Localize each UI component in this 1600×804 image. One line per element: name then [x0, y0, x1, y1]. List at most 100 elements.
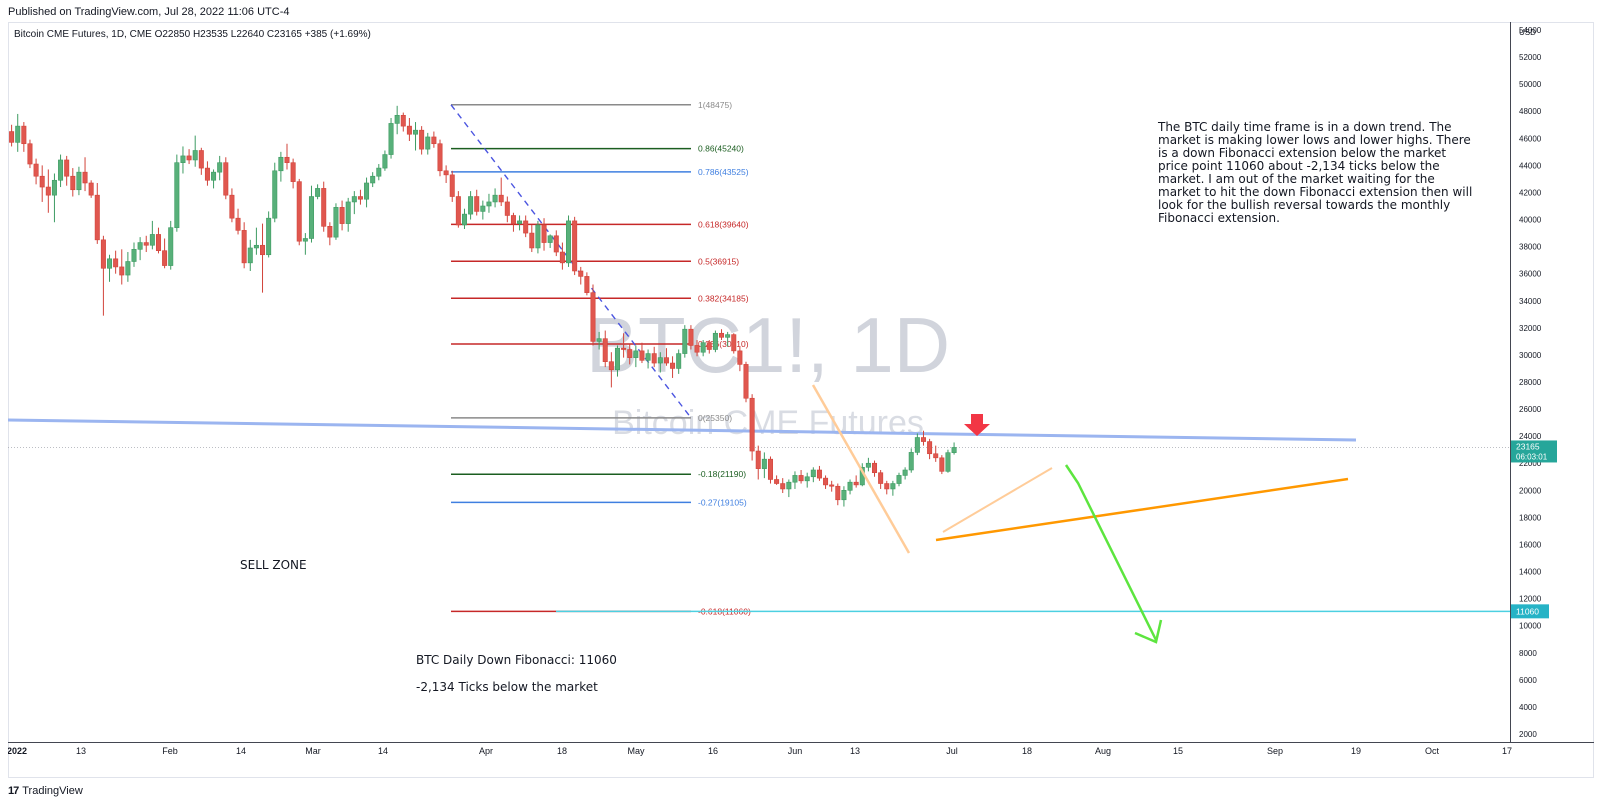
x-axis-tick-0: 2022: [8, 746, 27, 756]
projection-arrow-line: [1064, 464, 1158, 641]
x-axis-tick-11: 13: [850, 746, 860, 756]
candle-body-78: [486, 201, 492, 207]
candle-body-15: [100, 239, 106, 269]
x-axis-tick-15: 15: [1173, 746, 1183, 756]
candle-body-92: [572, 220, 578, 272]
candle-body-95: [590, 292, 596, 342]
candle-body-90: [559, 251, 565, 264]
candle-body-110: [682, 328, 688, 354]
candle-body-41: [260, 244, 266, 256]
x-axis-tick-10: Jun: [788, 746, 803, 756]
candle-body-133: [823, 477, 829, 486]
candle-body-84: [523, 220, 529, 234]
candle-body-70: [437, 143, 443, 172]
candle-body-10: [70, 175, 76, 191]
candle-body-13: [88, 182, 94, 196]
candle-body-143: [884, 483, 890, 490]
fib-label-0.86: 0.86(45240): [698, 144, 744, 154]
tradingview-brand: TradingView: [22, 785, 83, 797]
candle-body-79: [492, 194, 498, 203]
fib-label-0: 0(25350): [698, 413, 732, 423]
y-axis-tick-24000: 24000: [1519, 432, 1542, 441]
candle-body-47: [296, 181, 302, 242]
candle-body-32: [204, 167, 210, 181]
analysis-note: The BTC daily time frame is in a down tr…: [1158, 120, 1473, 225]
y-axis-tick-36000: 36000: [1519, 270, 1542, 279]
candle-body-0: [9, 131, 15, 143]
candle-body-3: [27, 143, 33, 165]
candle-body-118: [731, 334, 737, 352]
candle-body-24: [155, 234, 161, 251]
candle-body-103: [639, 350, 645, 361]
candle-body-131: [810, 469, 816, 478]
y-axis-tick-40000: 40000: [1519, 216, 1542, 225]
y-axis-tick-20000: 20000: [1519, 486, 1542, 495]
candlestick-chart[interactable]: BTC1!, 1D Bitcoin CME Futures USD 2000 4000 6…: [8, 22, 1594, 778]
candle-body-59: [370, 175, 376, 184]
candle-body-62: [388, 123, 394, 155]
candle-body-88: [547, 235, 553, 243]
fib-label-0.618: 0.618(39640): [698, 219, 749, 229]
candle-body-64: [400, 114, 406, 127]
candle-body-105: [651, 353, 657, 364]
y-axis-unit: USD: [1519, 28, 1536, 37]
candle-body-111: [688, 328, 694, 346]
candle-body-152: [939, 457, 945, 472]
y-axis-tick-50000: 50000: [1519, 80, 1542, 89]
candle-body-153: [945, 452, 951, 472]
candle-body-6: [45, 186, 51, 196]
y-axis-tick-2000: 2000: [1519, 730, 1537, 739]
fib-label-0.382: 0.382(34185): [698, 293, 749, 303]
y-axis-tick-6000: 6000: [1519, 676, 1537, 685]
target-price-label: 11060: [1516, 606, 1539, 616]
y-axis-tick-28000: 28000: [1519, 378, 1542, 387]
candle-body-132: [816, 469, 822, 479]
x-axis-tick-5: 14: [378, 746, 388, 756]
candle-body-20: [131, 249, 137, 262]
candle-body-17: [113, 258, 119, 268]
candle-body-1: [15, 125, 21, 143]
y-axis-tick-18000: 18000: [1519, 513, 1542, 522]
chart-border: [8, 22, 1594, 778]
y-axis-tick-32000: 32000: [1519, 324, 1542, 333]
x-axis-tick-9: 16: [708, 746, 718, 756]
watermark-symbol: BTC1!, 1D: [586, 301, 950, 389]
tradingview-footer[interactable]: 17 TradingView: [8, 785, 83, 797]
y-axis-tick-52000: 52000: [1519, 53, 1542, 62]
candle-body-58: [364, 182, 370, 200]
candle-body-80: [498, 194, 504, 203]
candle-body-86: [535, 224, 541, 249]
target-price-tag: [1511, 604, 1549, 619]
resistance-trendline: [8, 418, 1357, 442]
candle-body-8: [58, 159, 64, 181]
candle-body-106: [657, 357, 663, 364]
candle-body-34: [217, 162, 223, 173]
chart-area[interactable]: BTC1!, 1D Bitcoin CME Futures USD 2000 4000 6…: [8, 22, 1594, 778]
x-axis-tick-8: May: [627, 746, 645, 756]
candle-body-83: [517, 220, 523, 224]
y-axis-tick-46000: 46000: [1519, 134, 1542, 143]
candle-body-55: [345, 201, 351, 224]
candle-body-104: [645, 353, 651, 361]
y-axis-tick-48000: 48000: [1519, 107, 1542, 116]
candle-body-115: [712, 332, 718, 350]
candle-body-39: [247, 247, 253, 264]
candle-body-102: [633, 350, 639, 358]
candle-body-93: [578, 270, 584, 277]
fib-target-subtitle: -2,134 Ticks below the market: [416, 680, 598, 694]
fib-label--0.18: -0.18(21190): [698, 469, 746, 479]
candle-body-107: [663, 357, 669, 364]
y-axis-tick-10000: 10000: [1519, 622, 1542, 631]
candle-body-5: [39, 175, 45, 188]
candle-body-9: [64, 159, 70, 177]
candle-body-22: [143, 242, 149, 246]
y-axis-tick-22000: 22000: [1519, 459, 1542, 468]
candle-body-43: [272, 170, 278, 219]
x-axis-tick-6: Apr: [479, 746, 493, 756]
candle-body-7: [51, 179, 57, 196]
candle-body-4: [33, 163, 39, 177]
candle-body-44: [278, 156, 284, 172]
candle-body-94: [584, 276, 590, 293]
candle-body-66: [413, 129, 419, 135]
y-axis-tick-14000: 14000: [1519, 568, 1542, 577]
